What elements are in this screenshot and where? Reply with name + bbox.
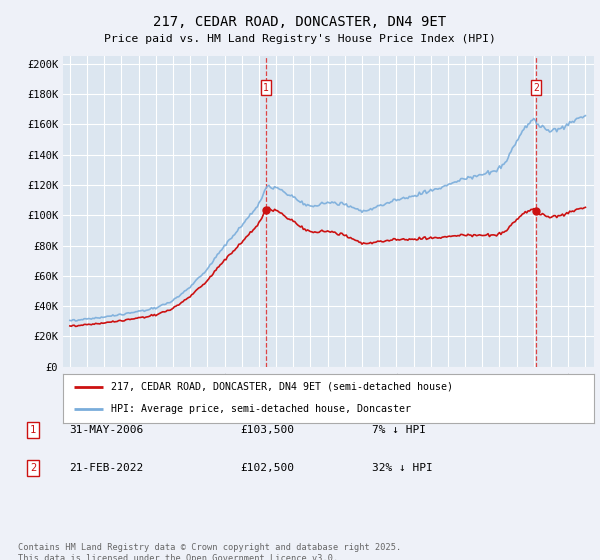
Text: 217, CEDAR ROAD, DONCASTER, DN4 9ET: 217, CEDAR ROAD, DONCASTER, DN4 9ET — [154, 15, 446, 29]
Text: 31-MAY-2006: 31-MAY-2006 — [69, 425, 143, 435]
Text: HPI: Average price, semi-detached house, Doncaster: HPI: Average price, semi-detached house,… — [111, 404, 411, 414]
Text: 217, CEDAR ROAD, DONCASTER, DN4 9ET (semi-detached house): 217, CEDAR ROAD, DONCASTER, DN4 9ET (sem… — [111, 382, 453, 392]
Text: £102,500: £102,500 — [240, 463, 294, 473]
Text: Price paid vs. HM Land Registry's House Price Index (HPI): Price paid vs. HM Land Registry's House … — [104, 34, 496, 44]
Text: Contains HM Land Registry data © Crown copyright and database right 2025.
This d: Contains HM Land Registry data © Crown c… — [18, 543, 401, 560]
Text: 1: 1 — [263, 83, 269, 93]
Text: £103,500: £103,500 — [240, 425, 294, 435]
Text: 1: 1 — [30, 425, 36, 435]
Text: 32% ↓ HPI: 32% ↓ HPI — [372, 463, 433, 473]
Text: 7% ↓ HPI: 7% ↓ HPI — [372, 425, 426, 435]
Text: 2: 2 — [533, 83, 539, 93]
Text: 2: 2 — [30, 463, 36, 473]
Text: 21-FEB-2022: 21-FEB-2022 — [69, 463, 143, 473]
